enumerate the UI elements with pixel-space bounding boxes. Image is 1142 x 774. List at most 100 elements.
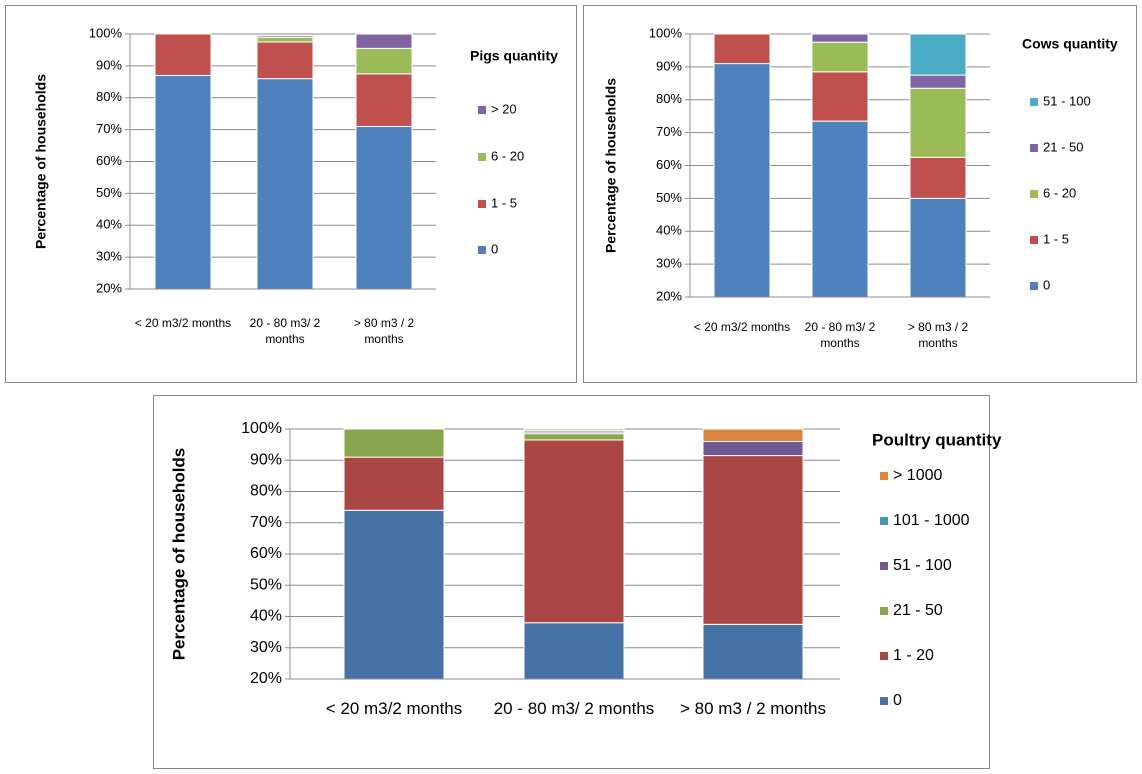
legend-swatch (478, 153, 486, 161)
bar-segment (811, 33, 869, 43)
bar-segment (702, 623, 804, 680)
legend-swatch (880, 652, 888, 660)
x-tick-label: 20 - 80 m3/ 2 months (249, 316, 321, 346)
x-tick-label-box: > 80 m3 / 2 months (680, 699, 826, 718)
y-tick-label: 100% (89, 25, 123, 40)
x-tick-label-box: > 80 m3 / 2 months (353, 316, 415, 346)
bar-segment (811, 41, 869, 73)
legend-title: Pigs quantity (470, 48, 558, 64)
bar-segment (702, 428, 804, 442)
legend-title: Cows quantity (1022, 36, 1118, 52)
y-tick-label: 90% (250, 451, 282, 468)
bar-segment (154, 33, 212, 76)
y-tick-label: 90% (96, 57, 122, 72)
y-tick-label: 70% (656, 124, 682, 139)
x-tick-label: < 20 m3/2 months (693, 320, 791, 334)
bar-segment (256, 78, 314, 290)
y-tick-label: 90% (656, 58, 682, 73)
bar-segment (523, 622, 625, 680)
legend-label: 21 - 50 (1043, 139, 1083, 154)
legend-swatch (478, 200, 486, 208)
x-tick-label: 20 - 80 m3/ 2 months (804, 320, 876, 350)
bar-segment (909, 74, 967, 89)
y-tick-label: 40% (656, 223, 682, 238)
x-tick-label-box: < 20 m3/2 months (134, 316, 232, 330)
x-tick-label: < 20 m3/2 months (325, 699, 463, 718)
y-tick-label: 100% (241, 420, 282, 437)
legend-label: 51 - 100 (1043, 93, 1091, 108)
bar-segment (909, 87, 967, 158)
legend-swatch (880, 517, 888, 525)
legend-label: 0 (893, 692, 902, 709)
y-tick-label: 30% (656, 256, 682, 271)
bar-segment (909, 197, 967, 298)
legend-swatch (1030, 98, 1038, 106)
legend-swatch (478, 246, 486, 254)
y-tick-label: 50% (656, 190, 682, 205)
bar-segment (256, 41, 314, 80)
y-tick-label: 80% (96, 89, 122, 104)
y-tick-label: 80% (656, 91, 682, 106)
y-tick-label: 70% (250, 514, 282, 531)
bar-segment (811, 71, 869, 122)
x-tick-label: < 20 m3/2 months (134, 316, 232, 330)
x-tick-label-box: < 20 m3/2 months (325, 699, 463, 718)
legend-label: 0 (491, 241, 498, 256)
bar-segment (355, 73, 413, 127)
legend-swatch (880, 562, 888, 570)
y-tick-label: 60% (250, 545, 282, 562)
legend-label: 1 - 5 (1043, 231, 1069, 246)
x-tick-label: 20 - 80 m3/ 2 months (493, 699, 655, 718)
x-tick-label-box: > 80 m3 / 2 months (907, 320, 969, 350)
bar-segment (702, 455, 804, 625)
bar-segment (713, 63, 771, 298)
legend-swatch (880, 607, 888, 615)
y-tick-label: 50% (250, 576, 282, 593)
legend-label: 51 - 100 (893, 557, 952, 574)
bar-segment (343, 428, 445, 458)
bar-segment (702, 441, 804, 457)
y-tick-label: 20% (250, 670, 282, 687)
y-tick-label: 50% (96, 185, 122, 200)
x-tick-label: > 80 m3 / 2 months (680, 699, 826, 718)
y-tick-label: 60% (656, 157, 682, 172)
legend-label: 6 - 20 (491, 148, 524, 163)
bar-segment (256, 35, 314, 38)
x-tick-label: > 80 m3 / 2 months (907, 320, 969, 350)
bar-segment (713, 33, 771, 65)
y-tick-label: 20% (656, 288, 682, 303)
bar-segment (343, 509, 445, 680)
x-tick-label-box: 20 - 80 m3/ 2 months (493, 699, 655, 718)
y-tick-label: 100% (649, 25, 683, 40)
bar-segment (355, 47, 413, 75)
legend-label: 1 - 20 (893, 647, 934, 664)
legend-label: 0 (1043, 277, 1050, 292)
legend-title: Poultry quantity (872, 430, 1002, 449)
legend-label: 101 - 1000 (893, 512, 970, 529)
legend-swatch (1030, 144, 1038, 152)
x-tick-label-box: 20 - 80 m3/ 2 months (804, 320, 876, 350)
legend-swatch (1030, 236, 1038, 244)
bar-segment (355, 125, 413, 290)
bar-segment (523, 428, 625, 432)
bar-segment (256, 36, 314, 43)
bar-segment (154, 74, 212, 290)
y-tick-label: 70% (96, 121, 122, 136)
legend-label: > 1000 (893, 467, 942, 484)
x-tick-label-box: 20 - 80 m3/ 2 months (249, 316, 321, 346)
y-tick-label: 40% (96, 217, 122, 232)
bar-segment (811, 120, 869, 298)
legend-swatch (880, 472, 888, 480)
y-tick-label: 80% (250, 483, 282, 500)
legend-swatch (880, 697, 888, 705)
y-axis-label: Percentage of households (169, 448, 188, 661)
y-axis-label: Percentage of households (33, 74, 49, 249)
bar-segment (523, 433, 625, 441)
x-tick-label: > 80 m3 / 2 months (353, 316, 415, 346)
y-tick-label: 30% (96, 249, 122, 264)
legend-label: 6 - 20 (1043, 185, 1076, 200)
y-tick-label: 30% (250, 639, 282, 656)
legend-label: 21 - 50 (893, 602, 943, 619)
y-axis-label: Percentage of households (603, 78, 619, 253)
